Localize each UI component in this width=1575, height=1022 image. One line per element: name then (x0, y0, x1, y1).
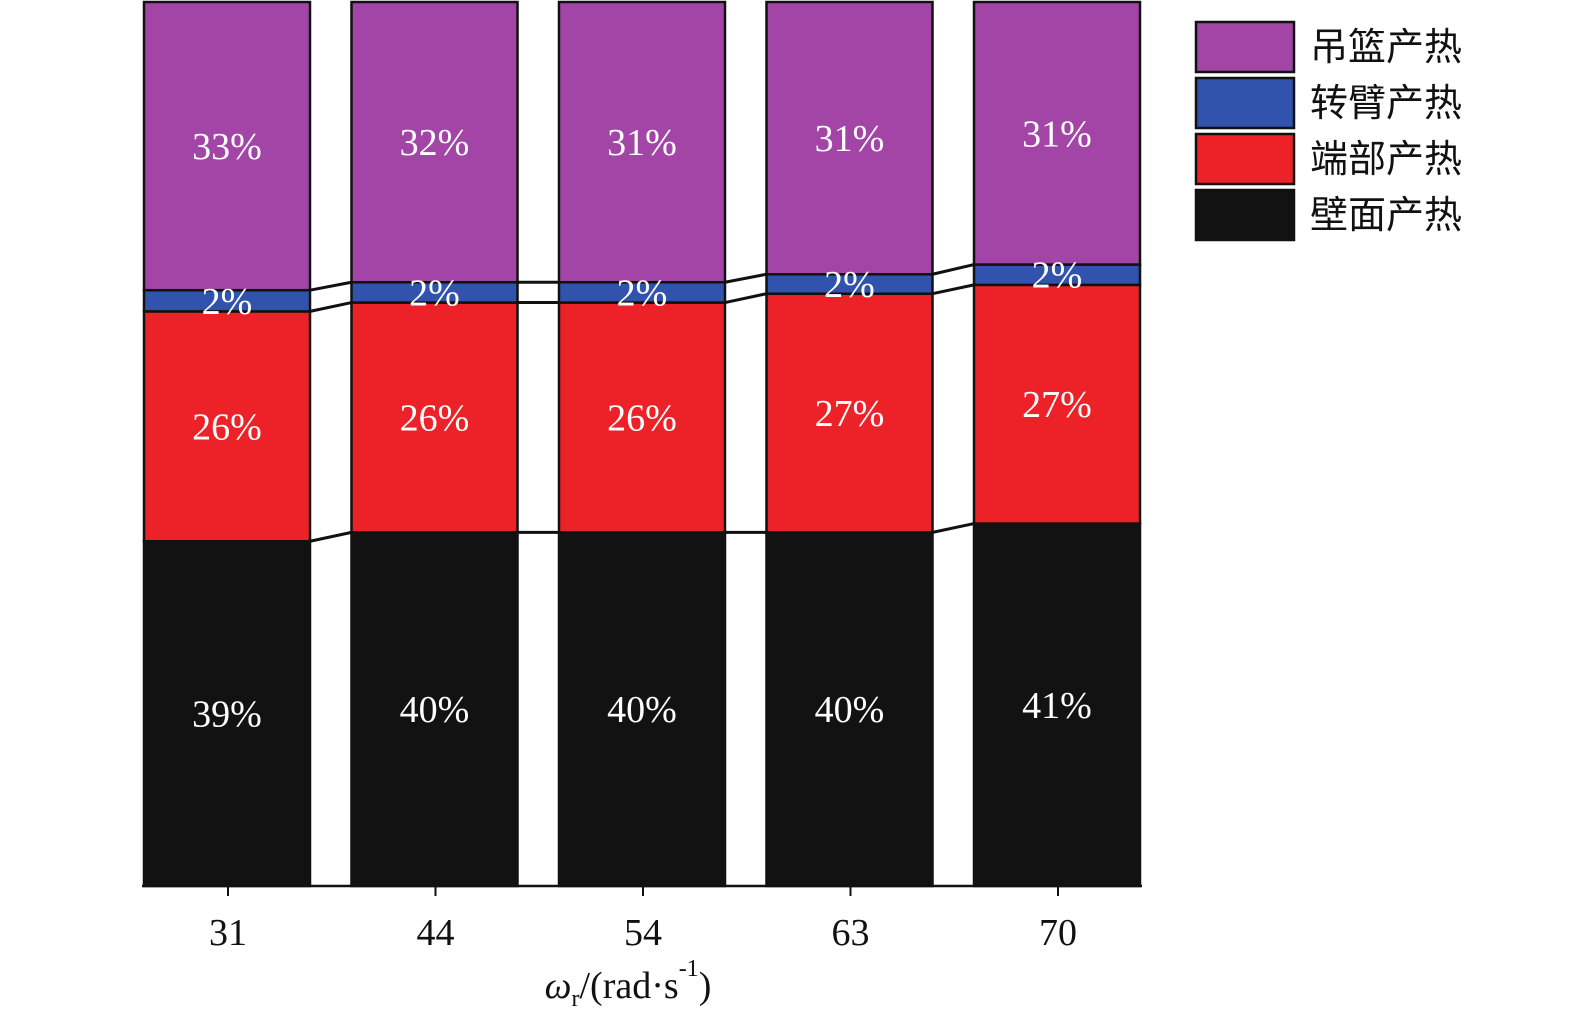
x-axis-label-part: ω (545, 965, 572, 1007)
data-label: 31% (607, 122, 677, 164)
legend-swatch (1194, 132, 1296, 186)
x-axis-label-part: r (572, 986, 580, 1012)
legend-swatch (1194, 188, 1296, 242)
legend-label: 壁面产热 (1310, 193, 1462, 237)
data-label: 26% (607, 397, 677, 439)
data-label: 27% (815, 393, 885, 435)
x-tick-label: 54 (624, 912, 662, 954)
x-tick-label: 44 (417, 912, 455, 954)
connector-line (309, 301, 352, 313)
data-label: 31% (815, 118, 885, 160)
connector-line (932, 263, 975, 276)
data-label: 2% (409, 272, 460, 314)
data-label: 31% (1022, 113, 1092, 155)
connector-line (724, 292, 767, 305)
bar-segment-3-44 (350, 0, 519, 284)
bar-segment-3-54 (557, 0, 727, 284)
bar-segment-0-54 (557, 531, 727, 888)
bar-segment-0-31 (142, 539, 312, 888)
data-label: 33% (192, 126, 262, 168)
legend-swatch (1194, 20, 1296, 74)
data-label: 40% (400, 689, 470, 731)
data-label: 41% (1022, 685, 1092, 727)
x-axis-label: ωr/(rad·s-1) (545, 956, 712, 1012)
legend-label: 转臂产热 (1310, 81, 1462, 125)
legend-swatch (1194, 76, 1296, 130)
data-label: 40% (815, 689, 885, 731)
data-label: 39% (192, 694, 262, 736)
connector-line (932, 283, 975, 296)
data-label: 2% (824, 264, 875, 306)
legend-label: 端部产热 (1310, 137, 1462, 181)
connector-line (309, 530, 352, 543)
bar-segment-1-31 (142, 310, 312, 543)
bars-group (142, 0, 1142, 888)
data-label: 32% (400, 122, 470, 164)
legend-label: 吊篮产热 (1310, 25, 1462, 69)
data-label: 40% (607, 689, 677, 731)
bar-segment-3-70 (972, 0, 1142, 266)
bar-segment-0-44 (350, 531, 519, 888)
data-labels-group: 39% 26% 2% 33% 40% 26% 2% 32% 40% 26% 2% 31% 40% 27% 2… (192, 113, 1092, 735)
bar-segment-1-54 (557, 301, 727, 534)
connector-line (724, 272, 767, 284)
bar-segment-1-44 (350, 301, 519, 534)
x-tick-label: 63 (832, 912, 870, 954)
x-tick-label: 70 (1039, 912, 1077, 954)
data-label: 26% (400, 397, 470, 439)
x-axis-label-part: -1 (679, 956, 699, 982)
data-label: 26% (192, 406, 262, 448)
connector-line (932, 522, 975, 534)
data-label: 27% (1022, 384, 1092, 426)
bar-segment-3-63 (765, 0, 934, 276)
connector-lines (309, 263, 975, 543)
bar-segment-3-31 (142, 0, 312, 292)
bar-segment-0-63 (765, 531, 934, 888)
x-axis: 31 44 54 63 70 (142, 884, 1142, 954)
data-label: 2% (1032, 255, 1083, 297)
x-axis-label-part: ) (699, 965, 712, 1007)
x-axis-label-part: /(rad·s (580, 965, 679, 1007)
data-label: 2% (617, 272, 668, 314)
bar-segment-1-70 (972, 283, 1142, 525)
connector-line (309, 280, 352, 292)
data-label: 2% (202, 281, 253, 323)
x-tick-label: 31 (209, 912, 247, 954)
